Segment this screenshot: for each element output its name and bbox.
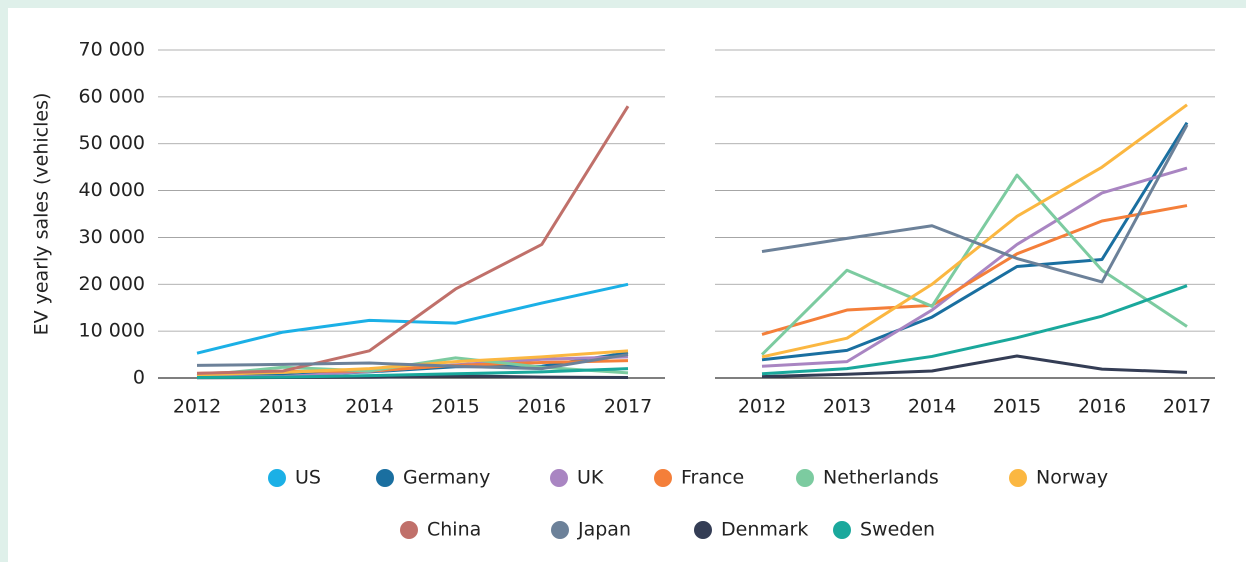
legend-swatch [833,521,851,539]
legend-swatch [376,469,394,487]
x-tick-label: 2017 [604,396,652,418]
legend-swatch [1009,469,1027,487]
legend-swatch [694,521,712,539]
legend-swatch [654,469,672,487]
x-tick-label: 2015 [993,396,1041,418]
x-tick-label: 2013 [259,396,307,418]
series-line: Germany [761,121,1189,362]
series-line [196,367,629,380]
legend-label: France [681,467,744,489]
x-tick-label: 2015 [431,396,479,418]
series-line: France [761,204,1188,336]
legend-swatch [550,469,568,487]
series-line [196,282,629,355]
legend-label: Germany [403,467,490,489]
series-line: Norway [761,103,1188,359]
legend-label: UK [577,467,604,489]
legend-swatch [796,469,814,487]
y-tick-label: 30 000 [79,226,145,248]
legend-label: Sweden [860,519,935,541]
y-axis-label: EV yearly sales (vehicles) [31,93,53,336]
series-line [196,105,630,375]
series-line: UK [761,166,1188,368]
x-tick-label: 2013 [823,396,871,418]
legend-swatch [400,521,418,539]
y-tick-label: 10 000 [79,320,145,342]
y-tick-label: 60 000 [79,85,145,107]
x-tick-label: 2014 [908,396,956,418]
legend-label: Japan [577,519,631,541]
legend-label: Denmark [721,519,808,541]
x-tick-label: 2016 [518,396,566,418]
legend-label: China [427,519,481,541]
series-line: Denmark [761,354,1188,379]
x-tick-label: 2012 [738,396,786,418]
legend-swatch [551,521,569,539]
legend-swatch [268,469,286,487]
y-tick-label: 0 [133,367,145,389]
x-tick-label: 2017 [1163,396,1211,418]
legend-label: Netherlands [823,467,939,489]
y-tick-label: 50 000 [79,132,145,154]
y-tick-label: 20 000 [79,273,145,295]
x-tick-label: 2014 [345,396,393,418]
series-line: Japan [761,124,1189,284]
y-tick-label: 40 000 [79,179,145,201]
x-tick-label: 2012 [173,396,221,418]
legend-label: Norway [1036,467,1108,489]
legend-label: US [295,467,321,489]
x-tick-label: 2016 [1078,396,1126,418]
series-line [196,353,629,371]
y-tick-label: 70 000 [79,39,145,61]
series-line: Sweden [761,284,1188,376]
